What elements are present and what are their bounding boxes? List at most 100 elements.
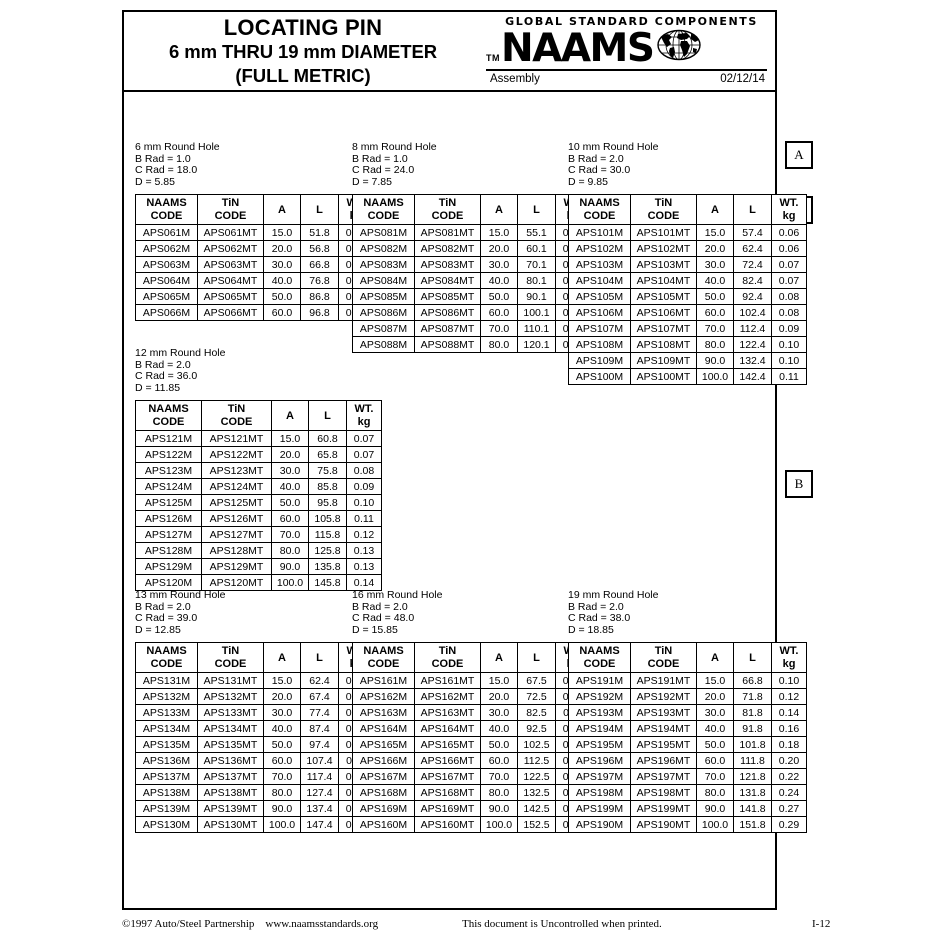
spec-table-body-6mm: APS061MAPS061MT15.051.80.05APS062MAPS062… [135,224,374,322]
table-row: APS101M APS101MT 15.0 57.4 0.06 [568,224,807,242]
table-group-16mm: 16 mm Round Hole B Rad = 2.0 C Rad = 48.… [352,589,591,834]
table-row: APS103M APS103MT 30.0 72.4 0.07 [568,256,807,274]
cell-tin-code: APS081MT [414,224,481,242]
cell-l: 67.5 [517,672,556,690]
cell-tin-code: APS061MT [197,224,264,242]
footer-notice: This document is Uncontrolled when print… [462,918,662,930]
cell-a: 20.0 [271,446,309,464]
cell-naams-code: APS081M [352,224,415,242]
cell-wt: 0.24 [771,784,807,802]
col-header-tin-code: TiN CODE [414,194,481,226]
cell-wt: 0.12 [346,526,382,544]
col-header-wt: WT.kg [346,400,382,432]
cell-l: 142.4 [733,368,772,386]
cell-a: 40.0 [271,478,309,496]
cell-naams-code: APS083M [352,256,415,274]
cell-naams-code: APS102M [568,240,631,258]
brand-block: GLOBAL STANDARD COMPONENTS TM NAAMS [482,12,775,90]
cell-naams-code: APS136M [135,752,198,770]
cell-tin-code: APS136MT [197,752,264,770]
cell-tin-code: APS063MT [197,256,264,274]
footer-website-link[interactable]: www.naamsstandards.org [265,918,379,930]
cell-tin-code: APS161MT [414,672,481,690]
table-row: APS120M APS120MT 100.0 145.8 0.14 [135,574,382,592]
cell-wt: 0.06 [771,224,807,242]
cell-tin-code: APS123MT [201,462,272,480]
cell-naams-code: APS196M [568,752,631,770]
table-group-12mm: 12 mm Round Hole B Rad = 2.0 C Rad = 36.… [135,347,382,592]
cell-l: 122.5 [517,768,556,786]
cell-a: 90.0 [263,800,301,818]
cell-tin-code: APS191MT [630,672,697,690]
table-row: APS125M APS125MT 50.0 95.8 0.10 [135,494,382,512]
cell-l: 51.8 [300,224,339,242]
cell-l: 60.8 [308,430,347,448]
col-header-naams-code: NAAMS CODE [352,194,415,226]
col-header-tin-code: TiN CODE [414,642,481,674]
cell-a: 90.0 [480,800,518,818]
cell-tin-code: APS085MT [414,288,481,306]
cell-l: 95.8 [308,494,347,512]
cell-naams-code: APS104M [568,272,631,290]
cell-l: 102.4 [733,304,772,322]
table-row: APS105M APS105MT 50.0 92.4 0.08 [568,288,807,306]
cell-a: 40.0 [480,720,518,738]
cell-a: 80.0 [263,784,301,802]
cell-tin-code: APS083MT [414,256,481,274]
col-header-naams-code: NAAMS CODE [568,194,631,226]
cell-wt: 0.07 [346,446,382,464]
col-header-l: L [300,194,339,226]
cell-naams-code: APS106M [568,304,631,322]
cell-a: 20.0 [263,688,301,706]
cell-a: 30.0 [263,704,301,722]
cell-tin-code: APS167MT [414,768,481,786]
cell-l: 65.8 [308,446,347,464]
spec-table-body-12mm: APS121M APS121MT 15.0 60.8 0.07 APS122M APS122… [135,430,382,592]
cell-naams-code: APS107M [568,320,631,338]
cell-a: 20.0 [480,240,518,258]
col-header-naams-code: NAAMS CODE [352,642,415,674]
cell-tin-code: APS062MT [197,240,264,258]
cell-tin-code: APS125MT [201,494,272,512]
cell-l: 85.8 [308,478,347,496]
cell-tin-code: APS137MT [197,768,264,786]
cell-naams-code: APS137M [135,768,198,786]
cell-a: 100.0 [480,816,518,834]
table-row: APS199M APS199MT 90.0 141.8 0.27 [568,800,807,818]
col-header-a: A [480,642,518,674]
revision-tag-b[interactable]: B [785,470,813,498]
col-header-l: L [517,642,556,674]
cell-tin-code: APS121MT [201,430,272,448]
cell-wt: 0.10 [346,494,382,512]
cell-wt: 0.09 [346,478,382,496]
cell-naams-code: APS134M [135,720,198,738]
cell-naams-code: APS197M [568,768,631,786]
cell-tin-code: APS196MT [630,752,697,770]
cell-naams-code: APS166M [352,752,415,770]
cell-a: 60.0 [480,304,518,322]
hole-spec-heading-16mm: 16 mm Round Hole B Rad = 2.0 C Rad = 48.… [352,589,443,636]
cell-a: 40.0 [263,720,301,738]
table-group-8mm: 8 mm Round Hole B Rad = 1.0 C Rad = 24.0… [352,141,591,354]
cell-wt: 0.10 [771,672,807,690]
cell-tin-code: APS166MT [414,752,481,770]
table-row: APS198M APS198MT 80.0 131.8 0.24 [568,784,807,802]
table-row: APS121M APS121MT 15.0 60.8 0.07 [135,430,382,448]
cell-tin-code: APS139MT [197,800,264,818]
cell-naams-code: APS160M [352,816,415,834]
cell-a: 50.0 [696,288,734,306]
revision-tag-a[interactable]: A [785,141,813,169]
cell-l: 101.8 [733,736,772,754]
cell-naams-code: APS101M [568,224,631,242]
cell-tin-code: APS165MT [414,736,481,754]
cell-a: 15.0 [696,672,734,690]
cell-a: 70.0 [263,768,301,786]
cell-l: 62.4 [300,672,339,690]
